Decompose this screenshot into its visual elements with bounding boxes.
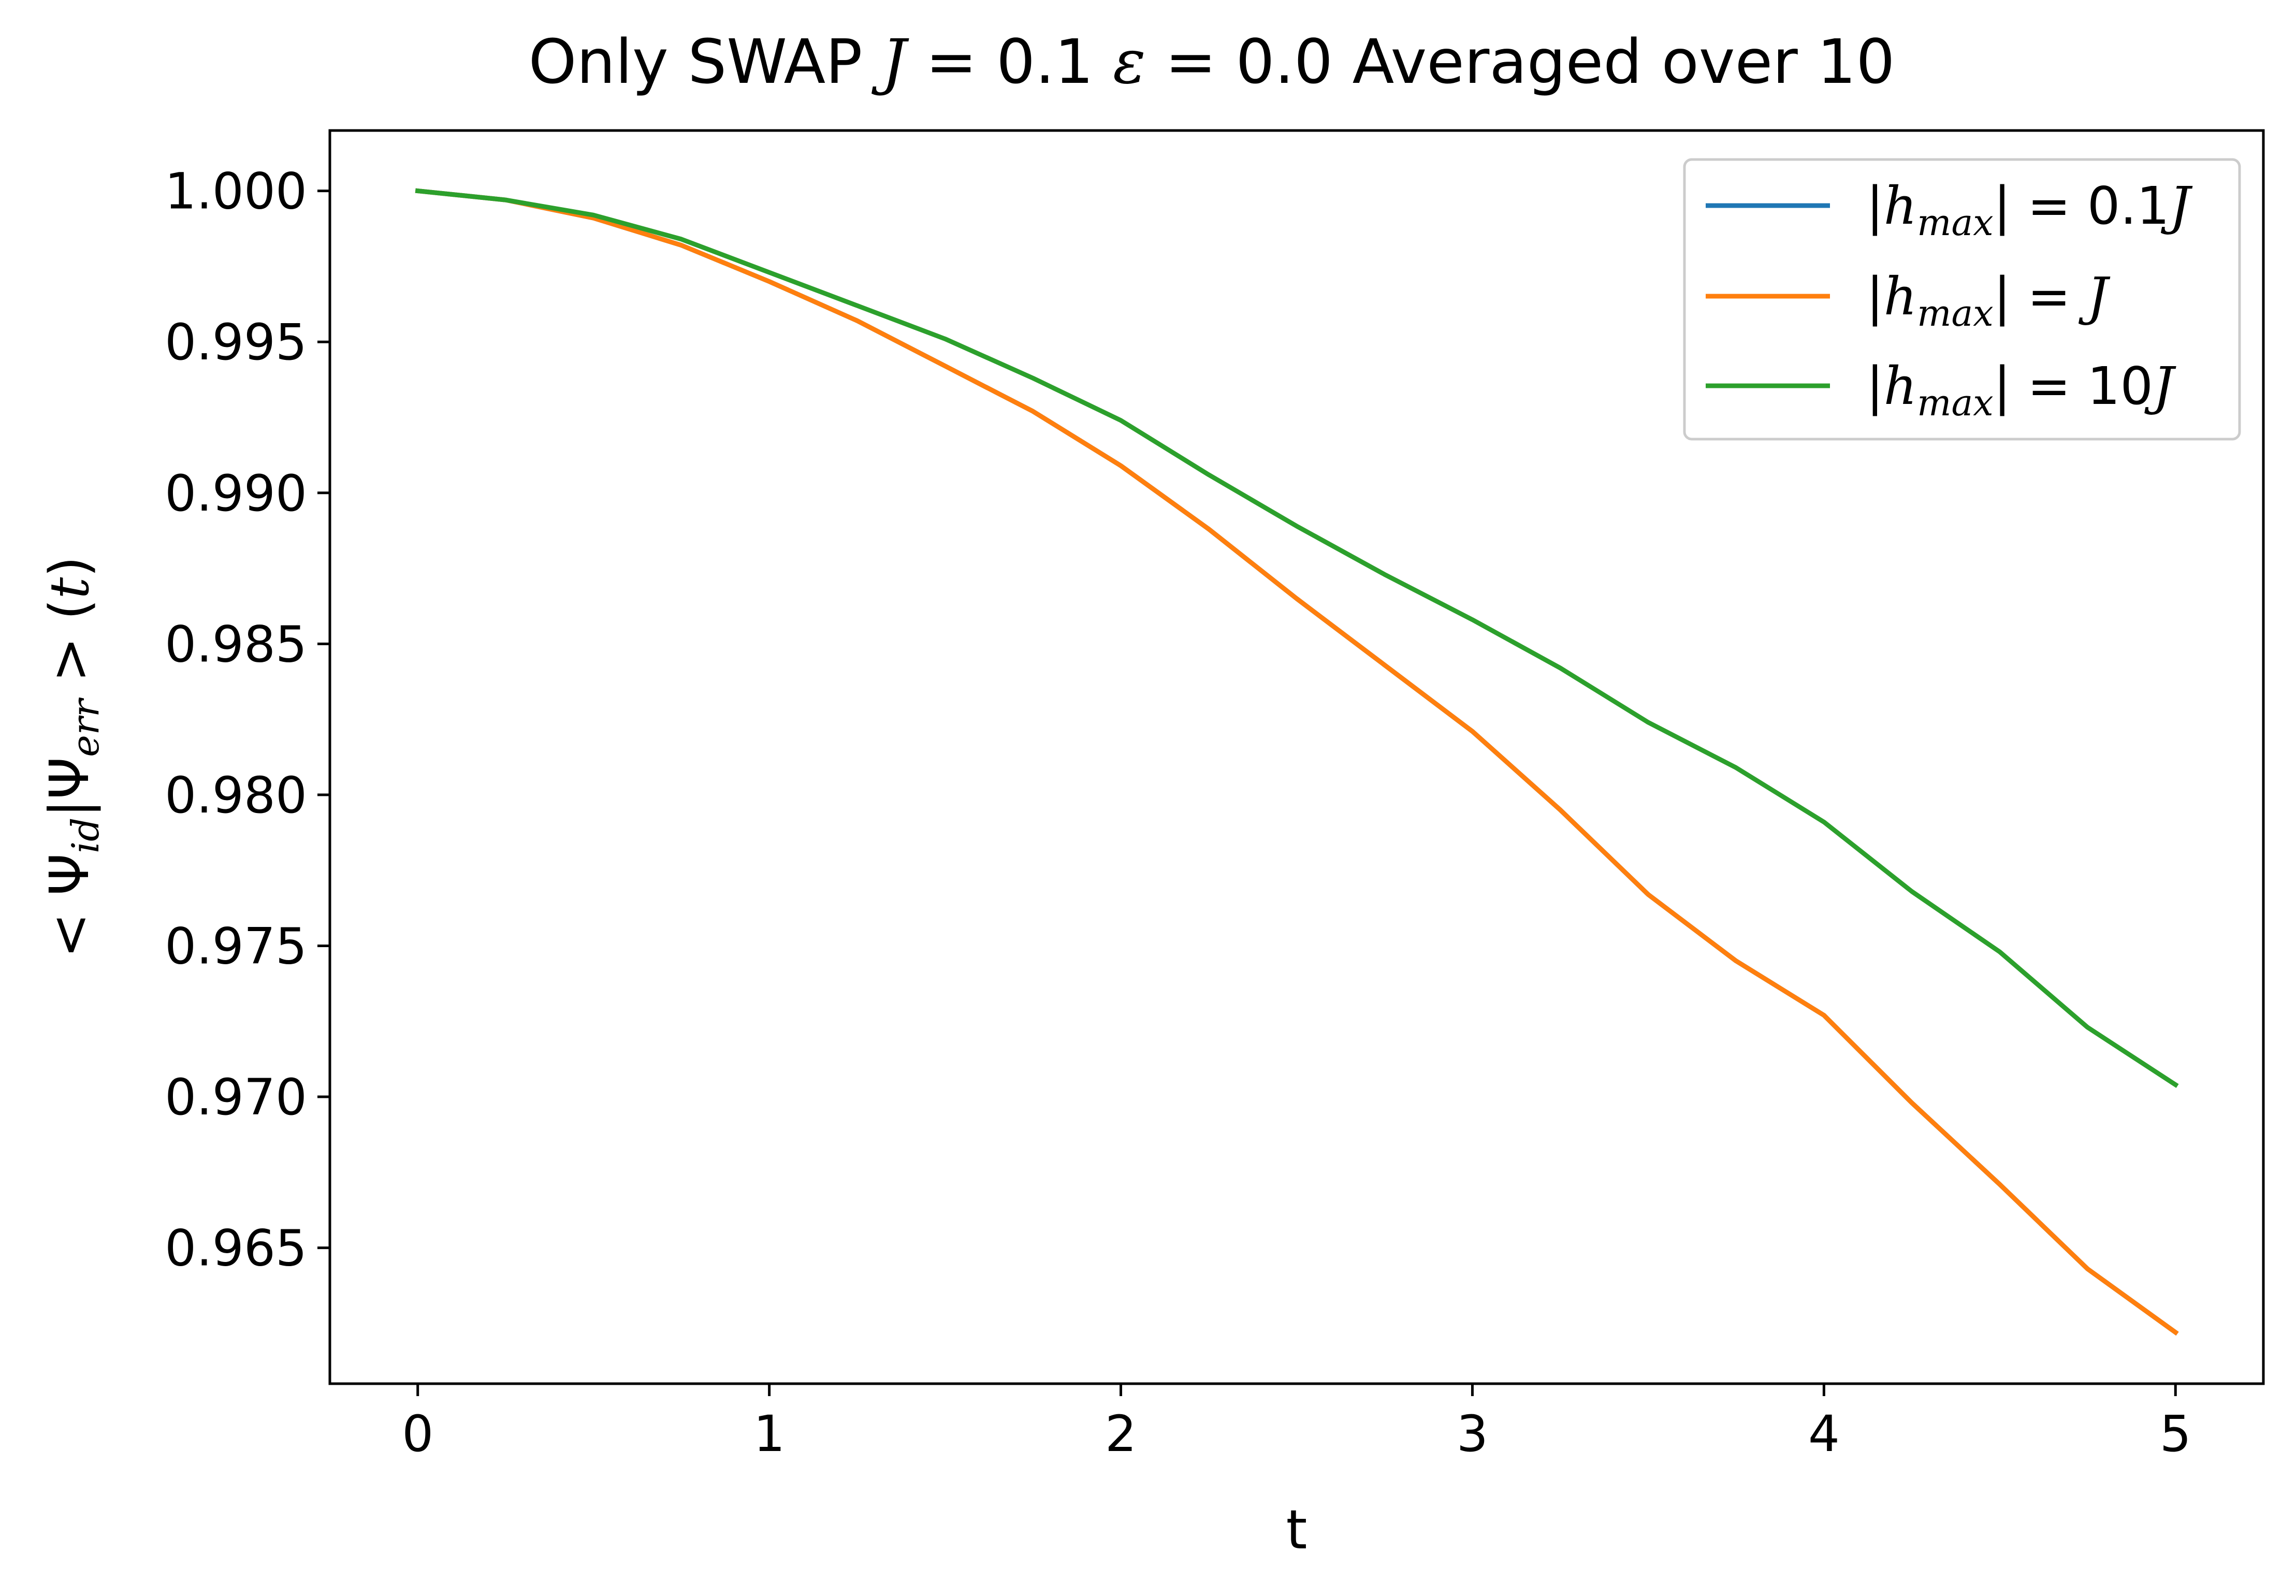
tick-layer: 0 1 2 3 4 5 1.000 0.995 0.990 0.985 0.980 0.975 0.97… bbox=[165, 163, 2191, 1463]
x-tick-label: 4 bbox=[1808, 1405, 1840, 1463]
title-suffix: Averaged over 10 bbox=[1353, 26, 1895, 97]
y-tick-label: 0.965 bbox=[165, 1220, 307, 1278]
y-tick-label: 0.995 bbox=[165, 313, 307, 371]
title-j-value: = 0.1 bbox=[906, 26, 1113, 97]
y-tick-label: 0.985 bbox=[165, 615, 307, 673]
ylabel-a: < Ψ bbox=[38, 853, 101, 958]
legend: |hmax| = 0.1J |hmax| = J |hmax| = 10J bbox=[1683, 158, 2241, 441]
legend-label-10j: |hmax| = 10J bbox=[1866, 356, 2176, 424]
y-axis-label: < Ψid|Ψerr > (t) bbox=[38, 556, 107, 958]
ylabel-c: > ( bbox=[38, 599, 101, 699]
y-tick-label: 0.970 bbox=[165, 1068, 307, 1126]
series-line-2 bbox=[415, 188, 2179, 1088]
legend-label-0p1j: |hmax| = 0.1J bbox=[1866, 176, 2193, 244]
series-line-1 bbox=[415, 188, 2179, 1336]
legend-frame bbox=[1683, 158, 2241, 441]
series-layer bbox=[415, 188, 2179, 1336]
ylabel-t: t bbox=[38, 577, 101, 599]
legend-label-1j: |hmax| = J bbox=[1866, 266, 2111, 335]
x-axis-label: t bbox=[1286, 1498, 1307, 1561]
y-tick-label: 0.975 bbox=[165, 917, 307, 975]
chart-title: Only SWAP J = 0.1 ε = 0.0 Averaged over … bbox=[529, 26, 1895, 97]
ylabel-a-sub: id bbox=[64, 818, 107, 853]
y-tick-label: 1.000 bbox=[165, 163, 307, 221]
x-tick-label: 0 bbox=[402, 1405, 433, 1463]
x-tick-label: 3 bbox=[1457, 1405, 1488, 1463]
ylabel-d: ) bbox=[38, 556, 101, 577]
axes-frame bbox=[328, 129, 2265, 1385]
title-prefix: Only SWAP bbox=[529, 26, 882, 97]
y-tick-label: 0.980 bbox=[165, 766, 307, 824]
ylabel-b: |Ψ bbox=[38, 757, 101, 818]
x-tick-label: 2 bbox=[1105, 1405, 1137, 1463]
title-epsilon-value: = 0.0 bbox=[1146, 26, 1353, 97]
x-tick-label: 1 bbox=[753, 1405, 785, 1463]
x-tick-label: 5 bbox=[2160, 1405, 2191, 1463]
ylabel-b-sub: err bbox=[64, 698, 107, 757]
y-tick-label: 0.990 bbox=[165, 465, 307, 523]
title-epsilon-symbol: ε bbox=[1113, 26, 1145, 97]
